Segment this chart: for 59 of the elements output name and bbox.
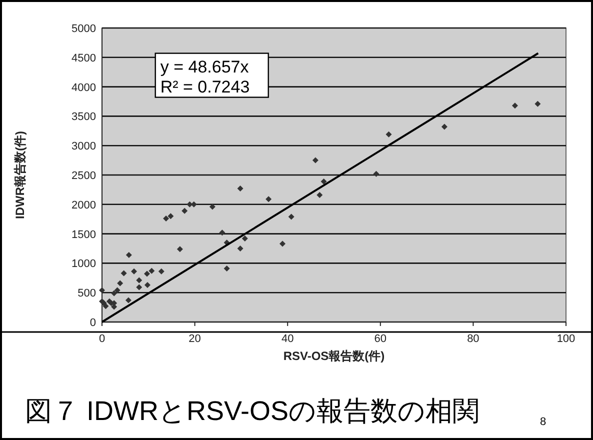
y-tick-label: 1500 (72, 228, 96, 241)
point (316, 192, 323, 198)
y-tick-label: 0 (90, 317, 96, 329)
y-tick-label: 2500 (72, 170, 96, 182)
point (441, 124, 448, 130)
point (512, 102, 518, 109)
x-tick-label: 100 (556, 333, 576, 345)
point (224, 265, 230, 272)
point (237, 246, 244, 252)
x-tick-label: 40 (281, 333, 294, 345)
y-tick-label: 2000 (72, 199, 96, 212)
point (176, 246, 183, 252)
x-axis-title: RSV-OS報告数(件) (283, 349, 385, 363)
point (288, 214, 294, 220)
point (312, 157, 318, 164)
point (102, 303, 109, 310)
y-tick-label: 4500 (72, 52, 96, 64)
point (125, 297, 132, 304)
y-tick-label: 500 (78, 288, 96, 300)
text: 8 (540, 416, 546, 428)
point (320, 178, 327, 184)
x-tick-label: 0 (98, 333, 106, 345)
y-tick-label: 1000 (72, 258, 96, 270)
point (136, 284, 142, 290)
y-axis-title: IDWR報告数(件) (13, 131, 27, 219)
point (117, 280, 124, 286)
point (266, 196, 272, 202)
point (131, 268, 138, 274)
point (144, 282, 150, 288)
point (126, 252, 132, 258)
point (163, 216, 170, 222)
point (168, 213, 174, 220)
text: 図７ IDWRとRSV-OSの報告数の相関 (25, 396, 480, 426)
x-tick-label: 60 (374, 333, 387, 345)
point (99, 287, 105, 294)
point (219, 230, 226, 236)
y-tick-label: 3000 (72, 140, 96, 153)
point (279, 240, 286, 247)
x-tick-label: 20 (188, 333, 201, 345)
y-tick-label: 5000 (72, 23, 96, 35)
point (386, 131, 392, 138)
point (144, 270, 150, 277)
point (209, 204, 216, 210)
annotation: y = 48.657x (160, 57, 250, 76)
point (182, 208, 188, 214)
point (242, 236, 248, 242)
point (237, 186, 244, 192)
point (373, 170, 380, 177)
point (111, 290, 118, 296)
y-tick-label: 4000 (72, 82, 96, 94)
annotation: R² = 0.7243 (160, 77, 250, 96)
point (136, 277, 142, 284)
point (114, 287, 120, 294)
point (148, 268, 155, 274)
point (534, 100, 541, 107)
point (158, 268, 164, 274)
y-tick-label: 3500 (72, 111, 96, 124)
x-tick-label: 80 (467, 333, 480, 345)
point (120, 270, 127, 276)
